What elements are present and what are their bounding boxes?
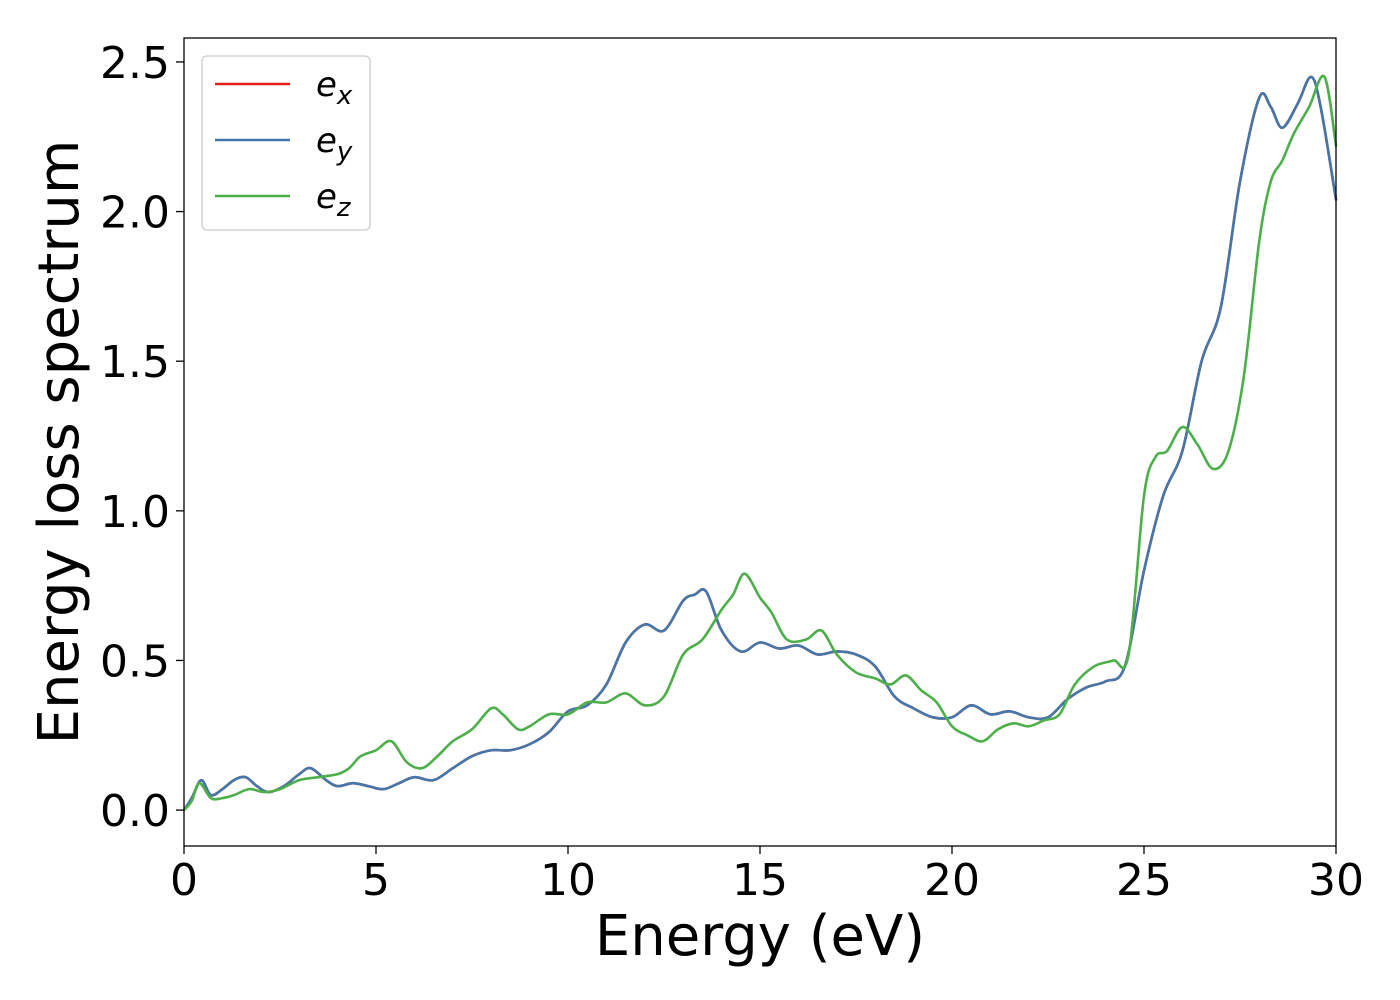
x-tick-label: 5 [362,855,390,906]
x-axis-ticks: 0 5 10 15 20 25 30 [170,846,1364,906]
y-tick-label: 0.0 [100,786,170,837]
x-tick-label: 10 [540,855,596,906]
legend-box [201,55,371,231]
legend-label-x: ex [316,65,353,111]
legend: ex ey ez [201,55,371,231]
y-axis-ticks: 0.0 0.5 1.0 1.5 2.0 2.5 [100,38,184,837]
y-tick-label: 0.5 [100,636,170,687]
x-tick-label: 20 [924,855,980,906]
y-tick-label: 2.0 [100,188,170,239]
y-tick-label: 2.5 [100,38,170,89]
x-tick-label: 30 [1308,855,1364,906]
y-tick-label: 1.0 [100,487,170,538]
x-axis-label: Energy (eV) [595,904,925,969]
series-line-ez [182,74,1338,812]
legend-label-y: ey [316,121,353,167]
x-tick-label: 15 [732,855,788,906]
x-tick-label: 0 [170,855,198,906]
y-axis-label: Energy loss spectrum [27,140,92,745]
legend-entries: ex ey ez [215,65,353,223]
x-tick-label: 25 [1116,855,1172,906]
series-lines-layer [182,74,1338,812]
legend-label-z: ez [316,177,352,223]
y-tick-label: 1.5 [100,337,170,388]
